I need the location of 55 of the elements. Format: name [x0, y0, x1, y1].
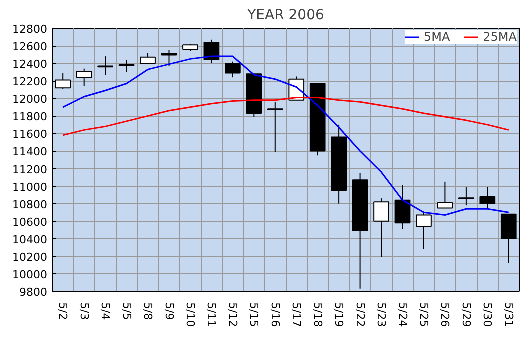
x-tick-label: 5/9: [162, 302, 176, 320]
y-tick-label: 10200: [12, 250, 48, 264]
candlestick: [416, 211, 432, 250]
x-tick-label: 5/8: [142, 302, 155, 320]
y-tick-label: 11200: [12, 163, 48, 176]
legend-label: 25MA: [483, 30, 517, 44]
x-tick-label: 5/15: [248, 302, 261, 328]
candlestick: [161, 50, 178, 67]
y-tick-label: 11600: [12, 128, 48, 142]
candlestick: [458, 186, 474, 206]
y-tick-label: 11800: [12, 110, 48, 124]
x-tick-label: 5/4: [99, 302, 112, 320]
candlestick: [76, 68, 92, 87]
x-tick-label: 5/19: [332, 302, 346, 328]
legend-label: 5MA: [424, 30, 450, 44]
x-tick-label: 5/29: [460, 302, 473, 328]
x-tick-label: 5/11: [205, 302, 218, 328]
x-tick-label: 5/26: [438, 302, 452, 328]
y-tick-label: 12600: [12, 40, 48, 54]
x-tick-label: 5/23: [375, 302, 388, 328]
candlestick: [225, 61, 241, 78]
candlestick: [394, 184, 411, 230]
y-tick-label: 9800: [20, 286, 48, 299]
y-tick-label: 12200: [12, 76, 48, 89]
chart-title: YEAR 2006: [246, 8, 324, 24]
x-tick-label: 5/24: [396, 302, 410, 328]
candlestick: [267, 102, 284, 153]
y-tick-label: 12400: [12, 58, 48, 72]
x-tick-label: 5/3: [78, 302, 91, 320]
x-tick-label: 5/17: [290, 302, 304, 328]
x-tick-label: 5/16: [268, 302, 282, 328]
x-tick-label: 5/18: [311, 302, 324, 328]
x-tick-label: 5/25: [417, 302, 430, 328]
x-tick-label: 5/2: [56, 302, 70, 320]
x-tick-label: 5/5: [120, 302, 134, 320]
y-tick-label: 11400: [12, 146, 48, 159]
candlestick: [140, 52, 156, 64]
candlestick: [480, 186, 496, 210]
x-tick-label: 5/22: [354, 302, 367, 328]
candlestick: [374, 198, 390, 258]
y-tick-label: 11000: [12, 180, 48, 194]
x-tick-label: 5/12: [226, 302, 240, 328]
y-tick-label: 10800: [12, 198, 48, 212]
candlestick: [437, 181, 454, 209]
y-tick-label: 12800: [12, 23, 48, 36]
x-tick-label: 5/10: [184, 302, 197, 328]
x-tick-label: 5/30: [481, 302, 494, 328]
x-tick-label: 5/31: [502, 302, 516, 328]
candlestick: [118, 60, 135, 73]
y-tick-label: 12000: [12, 93, 48, 106]
y-tick-label: 10400: [12, 233, 48, 246]
y-tick-label: 10600: [12, 216, 48, 229]
candlestick: [204, 39, 220, 64]
y-tick-label: 10000: [12, 268, 48, 282]
candlestick: [98, 56, 114, 76]
